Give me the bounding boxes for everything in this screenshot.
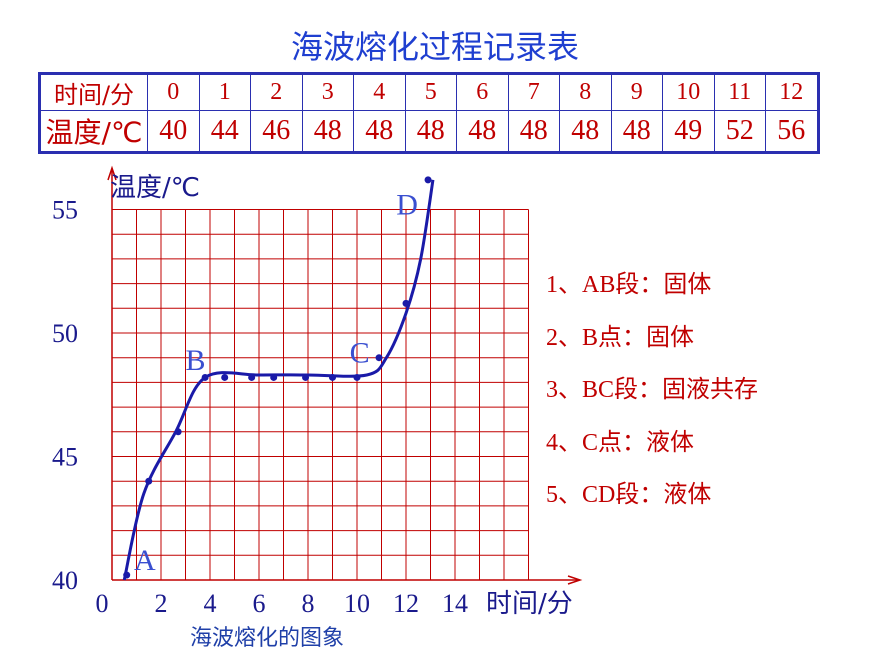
point-label-b: B bbox=[186, 344, 206, 377]
note-number: 2、B bbox=[546, 324, 599, 351]
data-point bbox=[329, 373, 336, 381]
time-cell: 11 bbox=[713, 73, 766, 111]
data-point bbox=[201, 373, 209, 381]
temp-cell: 49 bbox=[662, 110, 715, 153]
temp-row-label: 温度/℃ bbox=[39, 110, 148, 153]
temp-cell: 40 bbox=[147, 110, 200, 153]
point-label-d: D bbox=[396, 188, 418, 221]
note-item: 1、AB段：固体 bbox=[546, 264, 758, 317]
temp-row: 温度/℃ 40 44 46 48 48 48 48 48 48 48 49 52 56 bbox=[39, 110, 819, 153]
temp-cell: 48 bbox=[404, 110, 457, 153]
note-text: 点：液体 bbox=[598, 427, 695, 456]
data-point bbox=[424, 176, 432, 184]
chart-curve bbox=[122, 179, 435, 581]
note-item: 5、CD段：液体 bbox=[546, 474, 758, 527]
y-axis-arrow bbox=[107, 165, 117, 181]
page-title: 海波熔化过程记录表 bbox=[290, 28, 579, 66]
temp-cell: 56 bbox=[765, 110, 819, 153]
x-axis-arrow bbox=[567, 575, 583, 585]
time-cell: 6 bbox=[456, 73, 509, 111]
chart-points bbox=[123, 176, 432, 579]
time-cell: 12 bbox=[765, 73, 819, 111]
x-tick-label: 8 bbox=[302, 589, 315, 618]
data-point bbox=[302, 373, 310, 381]
note-text: 点：固体 bbox=[598, 322, 695, 351]
point-label-c: C bbox=[350, 337, 370, 370]
phase-notes: 1、AB段：固体 2、B点：固体 3、BC段：固液共存 4、C点：液体 5、CD段：液体 bbox=[546, 264, 758, 527]
point-label-a: A bbox=[134, 544, 156, 577]
chart-ticks: 0 2 4 6 8 10 12 14 40 45 50 55 温度/℃ 时间/分 bbox=[52, 173, 573, 619]
temp-cell: 44 bbox=[198, 110, 251, 153]
y-axis-label: 温度/℃ bbox=[110, 173, 200, 203]
x-tick-label: 6 bbox=[253, 589, 266, 618]
note-text: 段：固液共存 bbox=[614, 375, 759, 403]
x-tick-label: 0 bbox=[96, 589, 109, 618]
note-number: 5、CD bbox=[546, 482, 616, 508]
note-item: 2、B点：固体 bbox=[546, 317, 758, 370]
y-tick-label: 40 bbox=[52, 566, 78, 595]
time-cell: 5 bbox=[404, 73, 457, 111]
temp-cell: 48 bbox=[610, 110, 663, 153]
data-point bbox=[123, 571, 131, 579]
data-point bbox=[353, 373, 361, 381]
data-point bbox=[248, 373, 256, 381]
data-point bbox=[174, 428, 182, 436]
time-cell: 9 bbox=[610, 73, 663, 111]
temp-cell: 46 bbox=[250, 110, 303, 153]
note-number: 1、AB bbox=[546, 272, 616, 298]
chart-axes bbox=[107, 165, 583, 585]
note-text: 段：液体 bbox=[615, 480, 712, 508]
x-tick-label: 14 bbox=[442, 589, 468, 618]
note-number: 3、BC bbox=[546, 377, 615, 403]
y-tick-label: 55 bbox=[52, 196, 78, 225]
chart-labels: A B C D bbox=[134, 188, 418, 577]
melting-curve bbox=[122, 179, 435, 581]
time-cell: 4 bbox=[353, 73, 406, 111]
data-point bbox=[145, 477, 153, 485]
temp-cell: 48 bbox=[301, 110, 354, 153]
temp-cell: 48 bbox=[559, 110, 612, 153]
note-item: 3、BC段：固液共存 bbox=[546, 369, 758, 422]
time-cell: 7 bbox=[507, 73, 560, 111]
x-tick-label: 2 bbox=[155, 589, 168, 618]
data-point bbox=[270, 373, 278, 381]
x-axis-label: 时间/分 bbox=[486, 589, 573, 619]
note-text: 段：固体 bbox=[615, 270, 712, 298]
temp-cell: 48 bbox=[353, 110, 406, 153]
record-table: 时间/分 0 1 2 3 4 5 6 7 8 9 10 11 12 温度/℃ 40 44 46 48 48 48 4… bbox=[38, 72, 820, 154]
x-tick-label: 10 bbox=[344, 589, 370, 618]
note-item: 4、C点：液体 bbox=[546, 422, 758, 475]
temp-cell: 48 bbox=[507, 110, 560, 153]
y-tick-label: 50 bbox=[52, 319, 78, 348]
temp-cell: 52 bbox=[713, 110, 766, 153]
y-tick-label: 45 bbox=[52, 443, 78, 472]
chart-caption: 海波熔化的图象 bbox=[190, 626, 345, 651]
data-point bbox=[402, 299, 410, 307]
note-number: 4、C bbox=[546, 429, 599, 456]
data-point bbox=[375, 354, 383, 362]
temp-cell: 48 bbox=[456, 110, 509, 153]
data-point bbox=[221, 373, 229, 381]
chart-grid bbox=[112, 209, 529, 580]
x-tick-label: 4 bbox=[204, 589, 217, 618]
x-tick-label: 12 bbox=[393, 589, 419, 618]
